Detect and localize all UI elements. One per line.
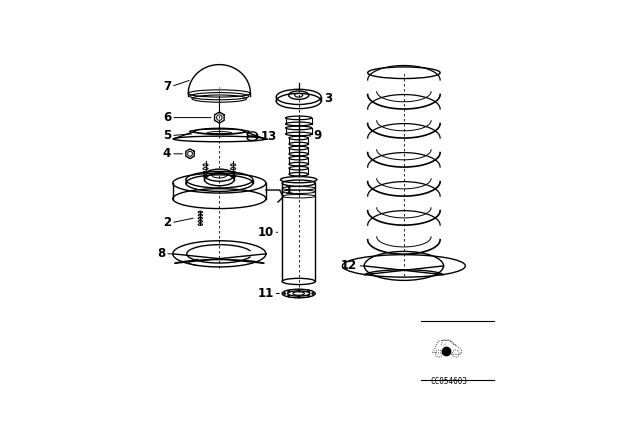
Text: 3: 3: [324, 92, 333, 105]
Text: 5: 5: [163, 129, 171, 142]
Circle shape: [288, 295, 290, 297]
Circle shape: [288, 290, 290, 292]
Text: 6: 6: [163, 111, 171, 124]
Circle shape: [284, 293, 285, 294]
Text: 7: 7: [163, 80, 171, 93]
Circle shape: [308, 290, 310, 292]
Text: 9: 9: [314, 129, 322, 142]
Text: 1: 1: [285, 184, 293, 197]
Circle shape: [312, 293, 314, 294]
Text: 13: 13: [260, 130, 277, 143]
Text: 4: 4: [163, 147, 171, 160]
Text: 2: 2: [163, 216, 171, 229]
Circle shape: [298, 289, 300, 291]
Circle shape: [308, 295, 310, 297]
Text: 10: 10: [257, 226, 273, 239]
Text: CC054603: CC054603: [430, 377, 467, 386]
Text: 8: 8: [157, 247, 165, 260]
Text: 12: 12: [341, 259, 357, 272]
Circle shape: [298, 296, 300, 298]
Text: 11: 11: [257, 287, 273, 300]
